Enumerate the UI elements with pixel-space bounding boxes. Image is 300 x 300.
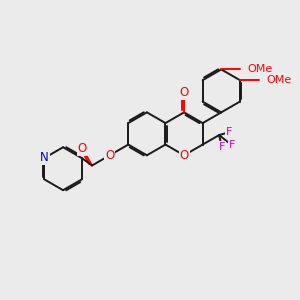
Text: F: F	[219, 142, 225, 152]
Text: O: O	[179, 86, 189, 99]
Text: N: N	[40, 152, 49, 164]
Text: O: O	[179, 149, 189, 162]
Text: O: O	[105, 149, 114, 162]
Text: F: F	[226, 127, 232, 137]
Text: OMe: OMe	[266, 75, 291, 85]
Text: O: O	[77, 142, 87, 155]
Text: F: F	[229, 140, 236, 150]
Text: OMe: OMe	[248, 64, 273, 74]
